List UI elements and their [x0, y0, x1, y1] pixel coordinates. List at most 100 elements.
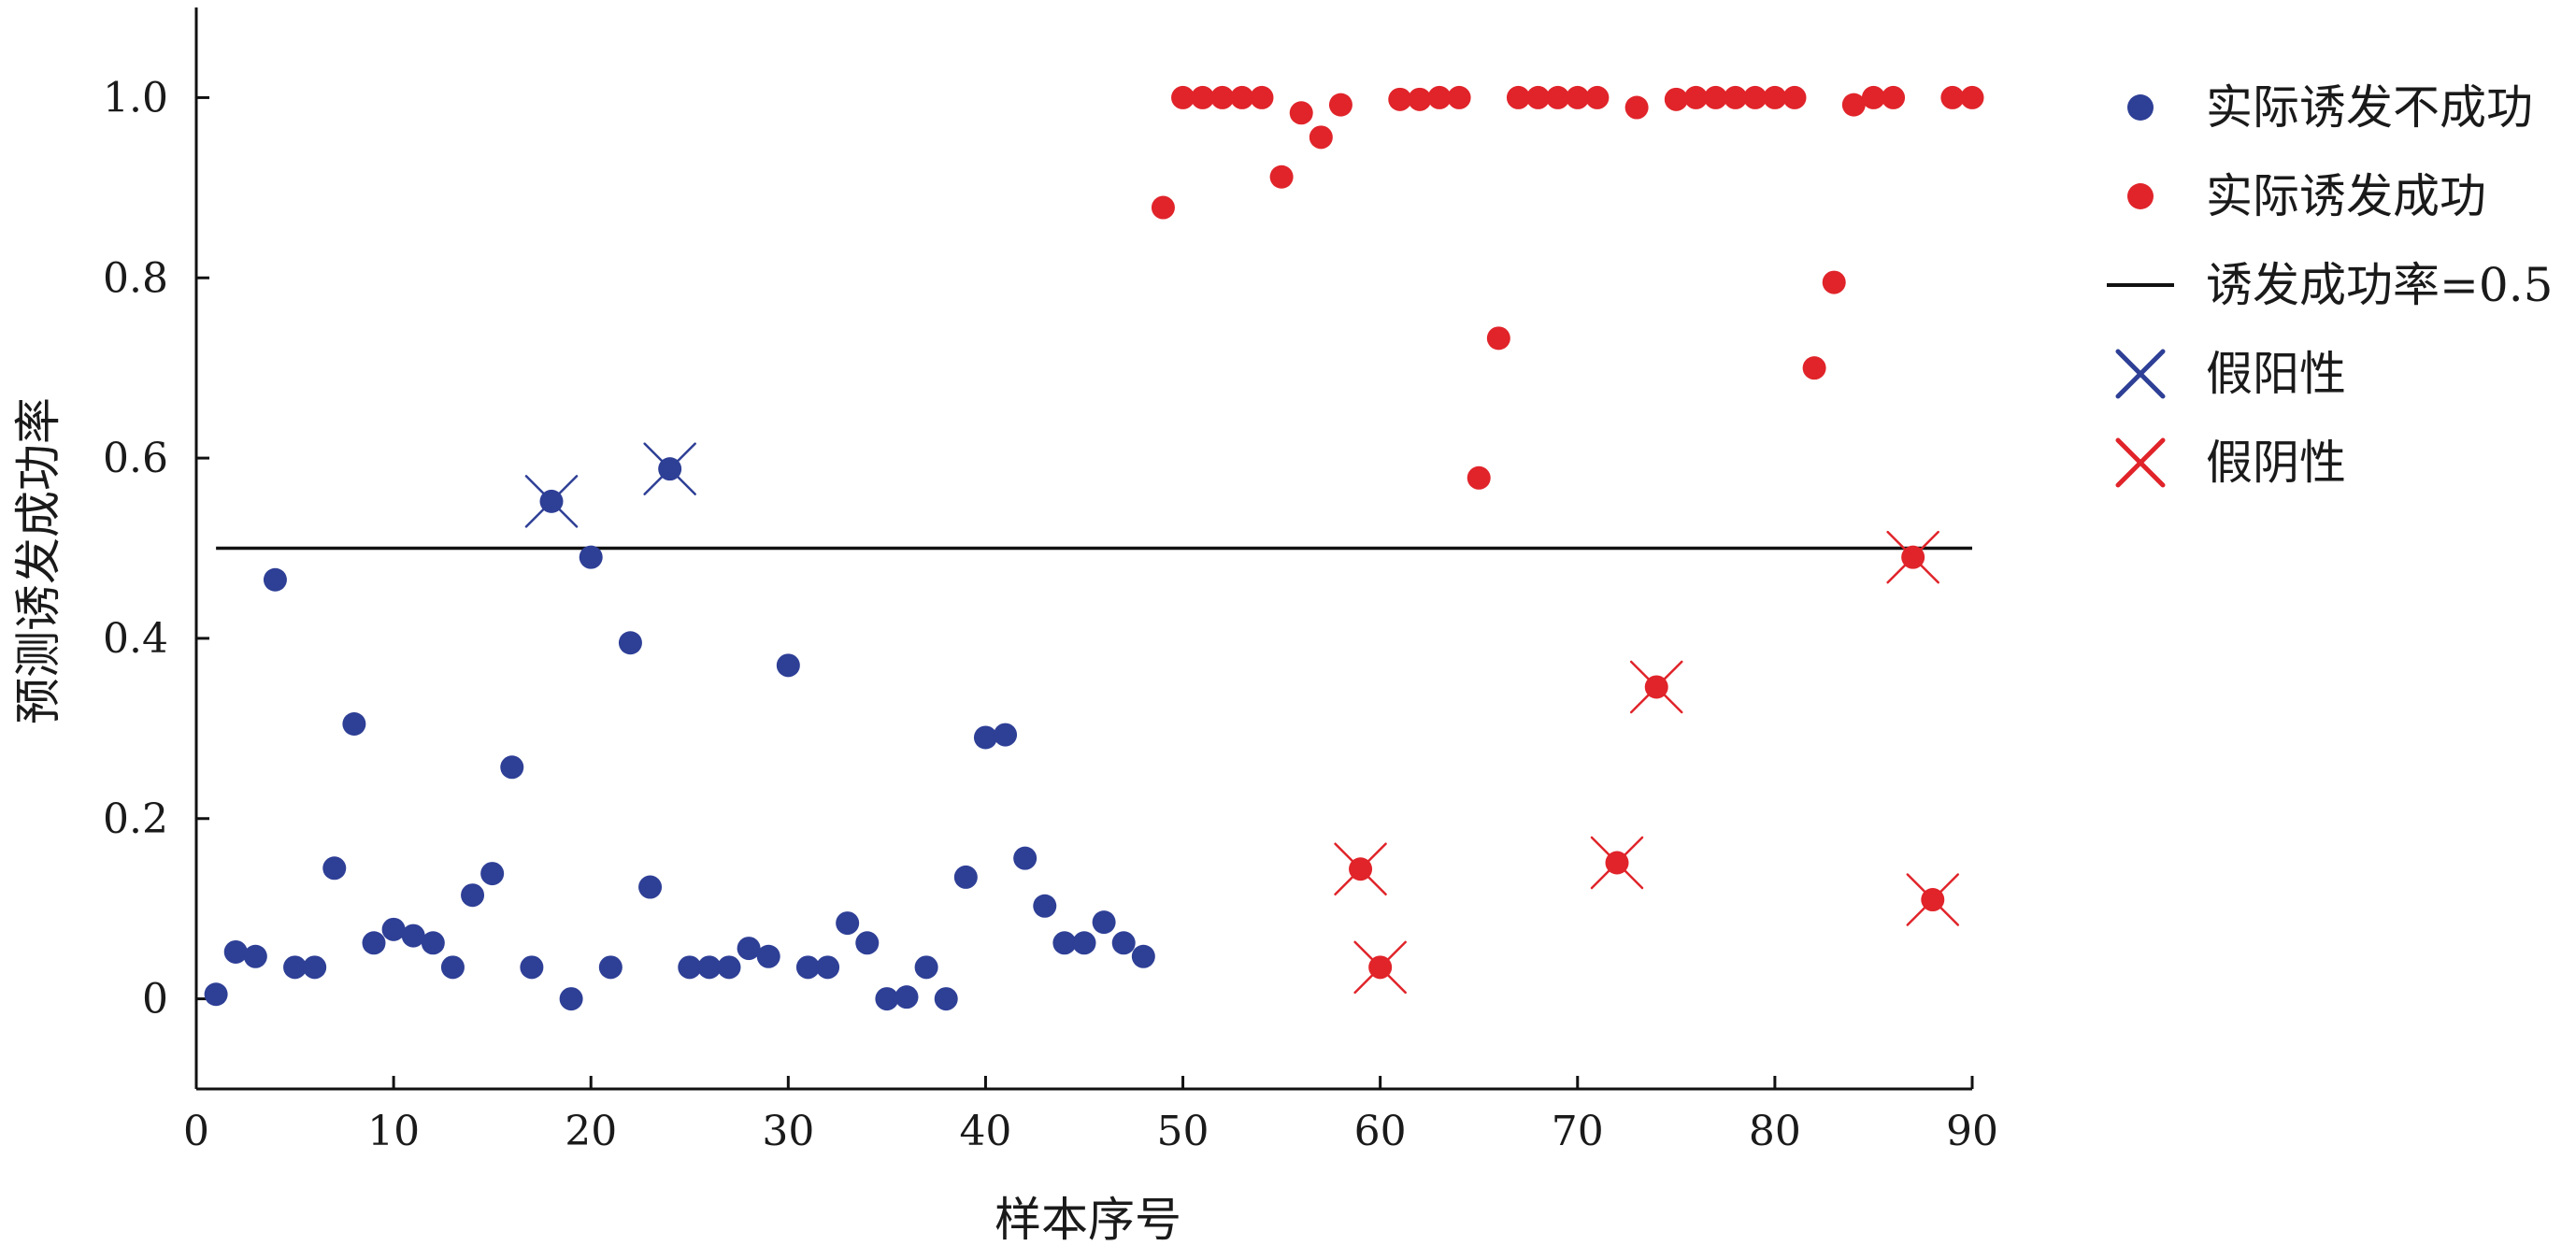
legend-swatch-stroke-b	[2115, 437, 2166, 488]
y-tick-label: 1.0	[103, 74, 168, 122]
point-fail	[322, 856, 347, 881]
point-fail	[894, 985, 919, 1009]
x-tick-label: 90	[1946, 1108, 1998, 1155]
point-success	[1151, 195, 1175, 220]
point-success	[1704, 85, 1728, 109]
y-tick-label: 0.4	[103, 615, 168, 663]
x-tick-label: 80	[1749, 1108, 1801, 1155]
point-fail	[1131, 944, 1155, 968]
point-success	[1585, 85, 1610, 109]
point-fail	[638, 875, 663, 899]
point-fail	[1092, 910, 1116, 935]
point-success	[1250, 85, 1274, 109]
x-tick-label: 30	[762, 1108, 814, 1155]
legend-swatch	[2115, 437, 2166, 488]
point-fail	[362, 931, 386, 955]
point-success	[1467, 465, 1491, 490]
point-success	[1526, 85, 1551, 109]
point-fail	[500, 755, 524, 780]
legend-swatch	[2127, 94, 2154, 121]
false-negative-marker	[1590, 836, 1644, 890]
point-success	[1506, 85, 1530, 109]
point-fail	[421, 931, 445, 955]
y-tick-label: 0.8	[103, 254, 168, 302]
point-fail	[559, 987, 583, 1011]
point-success	[1289, 101, 1313, 125]
point-success	[1822, 270, 1846, 294]
false-negative-marker-stroke-b	[1353, 940, 1407, 995]
point-success	[1546, 85, 1570, 109]
cross-layer	[524, 442, 1960, 995]
legend-item-threshold: 诱发成功率=0.5	[2107, 258, 2553, 312]
point-fail	[480, 862, 505, 886]
x-tick-label: 70	[1552, 1108, 1604, 1155]
legend-item-false-negative: 假阴性	[2115, 436, 2346, 490]
point-fail	[934, 987, 958, 1011]
point-success	[1841, 93, 1866, 117]
point-success	[1447, 85, 1471, 109]
point-fail	[401, 924, 425, 948]
point-fail	[440, 955, 465, 980]
point-fail	[697, 955, 722, 980]
point-fail	[678, 955, 702, 980]
x-tick-label: 50	[1157, 1108, 1209, 1155]
point-fail	[973, 725, 997, 750]
false-positive-marker	[524, 475, 579, 528]
legend-label: 实际诱发不成功	[2206, 80, 2533, 135]
point-fail	[914, 955, 938, 980]
point-fail	[1033, 894, 1057, 918]
legend-label: 实际诱发成功	[2206, 169, 2486, 223]
point-fail	[855, 931, 880, 955]
point-fail	[579, 545, 603, 569]
legend-item-fail: 实际诱发不成功	[2127, 80, 2533, 135]
point-fail	[520, 955, 544, 980]
point-success	[1269, 165, 1294, 189]
legend-swatch	[2115, 349, 2166, 399]
point-fail	[1052, 931, 1077, 955]
y-tick-label: 0	[142, 976, 168, 1024]
x-tick-label: 20	[565, 1108, 617, 1155]
point-success	[1388, 87, 1412, 111]
point-fail	[263, 567, 287, 592]
false-negative-marker-stroke-b	[1334, 842, 1387, 895]
legend-swatch-stroke-b	[2115, 349, 2166, 399]
point-success	[1191, 85, 1215, 109]
false-positive-marker	[643, 442, 696, 495]
legend-swatch	[2127, 183, 2154, 209]
point-fail	[737, 937, 761, 961]
x-tick-label: 0	[183, 1108, 209, 1155]
point-fail	[223, 939, 248, 964]
false-negative-marker	[1629, 660, 1683, 714]
legend-label: 假阳性	[2206, 347, 2346, 401]
false-positive-marker-stroke-b	[524, 475, 579, 528]
point-success	[1566, 85, 1590, 109]
false-negative-marker	[1886, 530, 1939, 584]
point-success	[1960, 85, 1984, 109]
point-fail	[816, 955, 840, 980]
point-fail	[283, 955, 308, 980]
point-success	[1171, 85, 1195, 109]
legend-label: 诱发成功率=0.5	[2206, 258, 2553, 312]
point-fail	[598, 955, 623, 980]
point-success	[1940, 85, 1965, 109]
x-axis-title: 样本序号	[995, 1193, 1181, 1247]
point-success	[1486, 326, 1510, 351]
point-success	[1624, 95, 1649, 120]
point-fail	[795, 955, 820, 980]
point-fail	[836, 911, 860, 936]
point-fail	[994, 723, 1018, 747]
false-negative-marker-stroke-b	[1629, 660, 1683, 714]
point-success	[1802, 356, 1826, 380]
axes-layer: 0 0.2 0.4 0.6 0.8 1.0 0 10 20 30 40 50 60 70 80 90	[103, 7, 1998, 1155]
point-success	[1683, 85, 1708, 109]
point-fail	[461, 883, 485, 908]
point-success	[1210, 85, 1235, 109]
false-negative-marker	[1334, 842, 1387, 895]
x-tick-label: 60	[1354, 1108, 1407, 1155]
point-fail	[243, 944, 267, 968]
point-success	[1782, 85, 1807, 109]
point-fail	[756, 944, 780, 968]
false-positive-marker-stroke-b	[643, 442, 696, 495]
